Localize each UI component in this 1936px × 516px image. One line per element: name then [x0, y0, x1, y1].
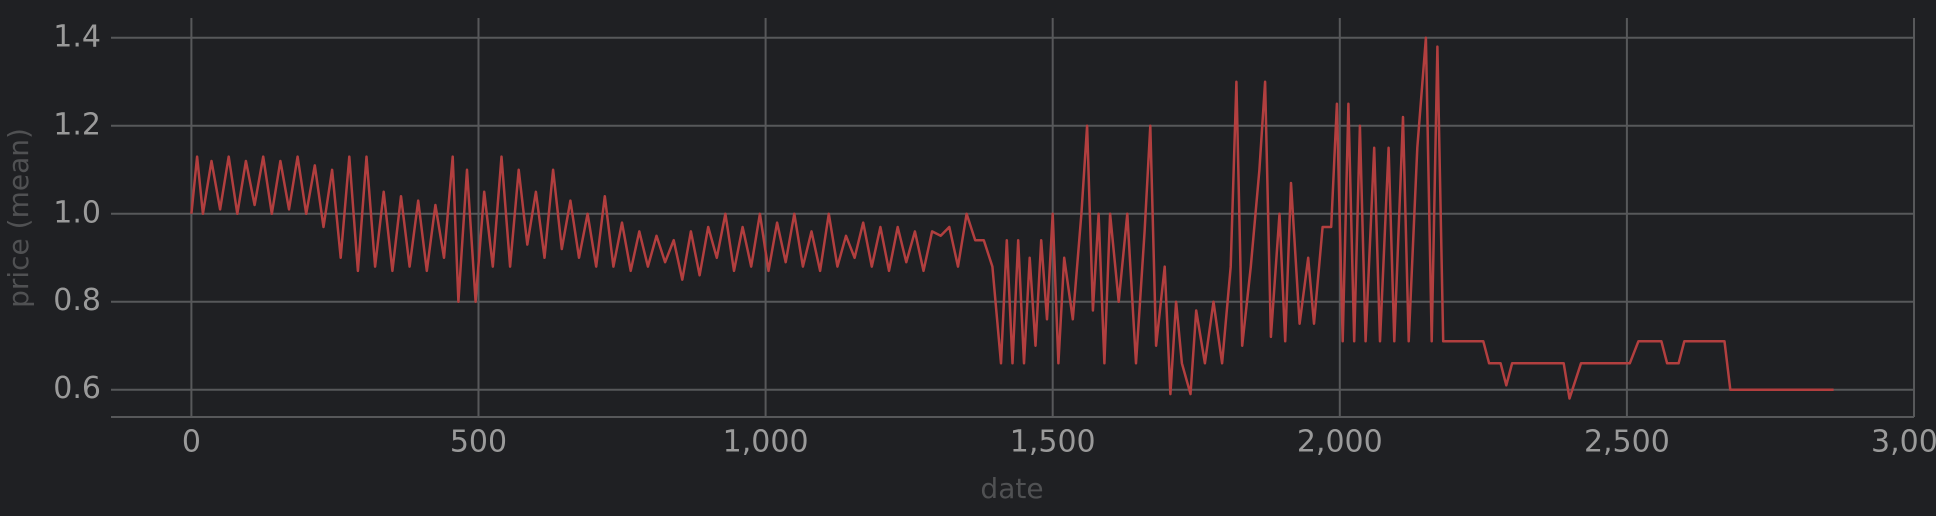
x-tick-label: 2,500 — [1584, 425, 1670, 460]
x-tick-label: 3,000 — [1871, 425, 1936, 460]
y-tick-label: 1.0 — [53, 195, 101, 230]
x-tick-label: 500 — [450, 425, 507, 460]
x-tick-label: 1,000 — [723, 425, 809, 460]
y-tick-label: 0.6 — [53, 371, 101, 406]
x-tick-label: 1,500 — [1010, 425, 1096, 460]
x-tick-label: 2,000 — [1297, 425, 1383, 460]
y-tick-label: 1.4 — [53, 19, 101, 54]
y-tick-label: 0.8 — [53, 283, 101, 318]
y-tick-label: 1.2 — [53, 107, 101, 142]
x-axis-title: date — [980, 472, 1043, 505]
price-line — [190, 36, 1834, 400]
x-tick-label: 0 — [182, 425, 201, 460]
y-axis-title: price (mean) — [2, 128, 35, 308]
